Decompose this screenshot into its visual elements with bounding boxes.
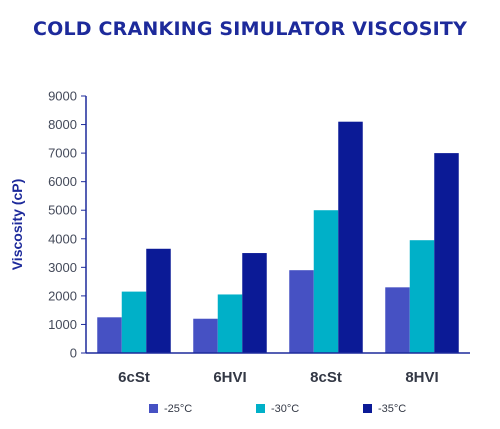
y-tick-label: 3000 bbox=[48, 260, 77, 275]
bar-8HVI-series-1 bbox=[385, 287, 410, 353]
x-category-label: 6cSt bbox=[118, 369, 150, 386]
bar-6cSt-series-3 bbox=[146, 248, 171, 353]
y-axis-label: Viscosity (cP) bbox=[9, 179, 25, 271]
y-tick-label: 0 bbox=[70, 346, 77, 361]
bar-8HVI-series-2 bbox=[409, 240, 435, 353]
bar-8cSt-series-2 bbox=[313, 210, 339, 353]
bar-6HVI-series-3 bbox=[242, 253, 267, 353]
bar-6cSt-series-2 bbox=[121, 291, 147, 353]
y-tick-label: 6000 bbox=[48, 174, 77, 189]
legend-label: -35°C bbox=[378, 403, 406, 415]
y-tick-label: 8000 bbox=[48, 117, 77, 132]
bar-6HVI-series-2 bbox=[217, 294, 243, 353]
x-category-label: 8HVI bbox=[405, 369, 438, 386]
bar-8HVI-series-3 bbox=[434, 153, 459, 353]
bar-6HVI-series-1 bbox=[193, 318, 218, 353]
legend-swatch bbox=[256, 404, 265, 413]
bar-8cSt-series-1 bbox=[289, 270, 314, 353]
chart-title: COLD CRANKING SIMULATOR VISCOSITY bbox=[32, 18, 468, 40]
legend-label: -30°C bbox=[271, 403, 299, 415]
x-category-label: 8cSt bbox=[310, 369, 342, 386]
legend-swatch bbox=[363, 404, 372, 413]
y-tick-label: 1000 bbox=[48, 317, 77, 332]
x-category-label: 6HVI bbox=[213, 369, 246, 386]
y-tick-label: 5000 bbox=[48, 203, 77, 218]
y-tick-label: 2000 bbox=[48, 288, 77, 303]
legend-label: -25°C bbox=[164, 403, 192, 415]
y-tick-label: 9000 bbox=[48, 89, 77, 104]
y-tick-label: 4000 bbox=[48, 231, 77, 246]
bar-6cSt-series-1 bbox=[97, 317, 122, 353]
y-tick-label: 7000 bbox=[48, 146, 77, 161]
legend-swatch bbox=[149, 404, 158, 413]
bar-8cSt-series-3 bbox=[338, 121, 363, 353]
